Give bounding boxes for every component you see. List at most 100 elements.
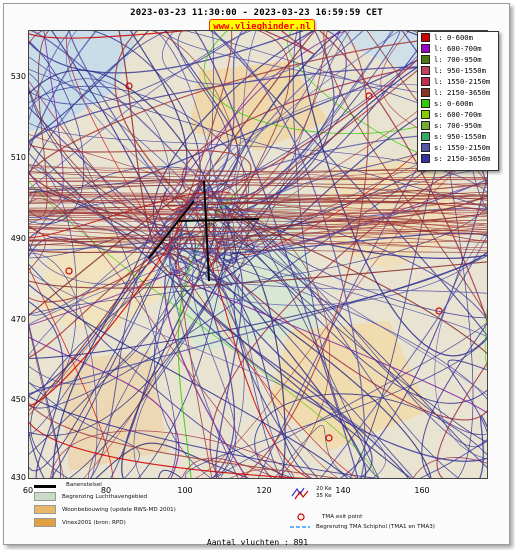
legend-label: l: 950-1550m [434,66,486,75]
flight-track [66,31,358,478]
legend-label: s: 0-600m [434,99,473,108]
flight-track [29,193,487,213]
x-tick-label: 120 [256,486,272,495]
flight-track [181,457,277,478]
flight-track [221,31,392,221]
flight-track [29,258,233,436]
water-area [29,31,139,131]
flight-track [29,164,487,180]
legend-label: s: 700-950m [434,121,482,130]
runway [203,180,210,282]
flight-track [29,31,248,105]
x-tick-label: 80 [100,486,112,495]
tma-exit-point [365,92,373,100]
legend-label: l: 600-700m [434,44,482,53]
flight-track [158,469,182,478]
flight-track [29,169,487,325]
flight-track [29,183,487,209]
flight-track [174,274,487,414]
flight-track [87,31,341,478]
flight-track [29,221,211,416]
legend-item: s: 2150-3650m [418,153,498,164]
runway-symbol [34,485,56,488]
flight-track [89,226,170,478]
map-key: Banenstelsel Begrenzing Luchthavengebied… [28,478,488,536]
flight-track [29,181,204,316]
legend-swatch [421,77,430,86]
flight-track [318,31,487,323]
legend-item: s: 950-1550m [418,131,498,142]
map-canvas [29,31,487,478]
legend-label: l: 0-600m [434,33,473,42]
flight-track [29,431,45,478]
flight-track [29,31,168,176]
legend-swatch [421,66,430,75]
flight-track [202,271,313,478]
flight-track [29,420,309,478]
flight-track [95,442,250,478]
flight-track [176,31,341,258]
legend-label: l: 700-950m [434,55,482,64]
flight-track [29,167,487,188]
tma-exit-point [435,307,443,315]
legend-swatch [421,154,430,163]
housing-key: Woonbebouwing (update RWS-MD 2001) [34,505,176,514]
legend-item: l: 0-600m [418,32,498,43]
flight-track [29,31,467,303]
flight-track [29,267,114,478]
flight-track [339,176,487,478]
legend-label: s: 2150-3650m [434,154,491,163]
urban-area [269,321,429,451]
flight-track [170,248,487,338]
flight-track-map [28,30,488,479]
flight-track [29,326,65,478]
noise-contour-icon [291,487,309,500]
flight-track [413,457,487,478]
flight-track [29,132,487,409]
tma-boundary-line-icon [290,526,310,528]
runway [148,200,195,259]
flight-track [224,204,380,478]
flight-track [218,195,487,259]
legend-item: s: 1550-2150m [418,142,498,153]
flight-track [29,190,37,205]
flight-track [169,227,373,478]
flight-track [484,307,487,369]
airport-boundary-label: Begrenzing Luchthavengebied [62,493,148,500]
legend-swatch [421,132,430,141]
noise-contour-35-label: 35 Ke [316,493,332,499]
flight-track [165,263,487,294]
flight-track [29,187,168,396]
flight-track [170,268,282,478]
flight-track [29,184,487,196]
flight-track [254,393,487,478]
tma-boundary-label: Begrenzing TMA Schiphol (TMA1 en TMA3) [316,524,435,530]
flight-track [229,252,286,478]
y-tick-label: 430 [10,473,26,482]
legend-swatch [421,143,430,152]
tma-exit-point-icon [297,513,305,521]
flight-track [29,323,62,478]
noise-contour-20-label: 20 Ke [316,486,332,492]
flight-track [164,31,487,109]
flight-track [29,177,487,189]
flight-track [215,253,244,478]
tma-exit-key: TMA exit point [296,512,362,522]
flight-track [235,31,433,203]
x-tick-label: 160 [414,486,430,495]
flight-track [29,223,487,241]
vinex-key: Vinex2001 (bron: RPD) [34,518,126,527]
legend-item: l: 2150-3650m [418,87,498,98]
legend-item: s: 0-600m [418,98,498,109]
housing-swatch [34,505,56,514]
legend-label: s: 1550-2150m [434,143,491,152]
flight-track [29,227,227,385]
legend-item: s: 700-950m [418,120,498,131]
flight-track [29,209,487,212]
flight-track [29,164,77,389]
flight-track [118,31,187,277]
flight-track [172,271,487,462]
flight-track [184,242,487,306]
flight-track [153,31,314,242]
flight-track [233,273,319,478]
